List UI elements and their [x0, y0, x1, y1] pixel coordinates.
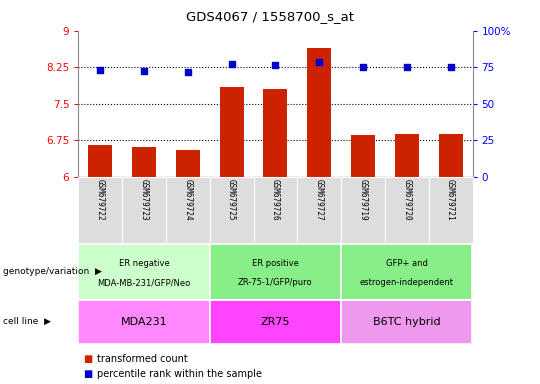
Text: ■: ■: [84, 354, 96, 364]
Bar: [220, 87, 244, 177]
Text: MDA-MB-231/GFP/Neo: MDA-MB-231/GFP/Neo: [97, 278, 191, 287]
Text: genotype/variation  ▶: genotype/variation ▶: [3, 267, 102, 276]
Text: GSM679721: GSM679721: [446, 179, 455, 220]
Text: ZR-75-1/GFP/puro: ZR-75-1/GFP/puro: [238, 278, 313, 287]
Text: GSM679727: GSM679727: [315, 179, 323, 220]
Text: cell line  ▶: cell line ▶: [3, 317, 51, 326]
Bar: [307, 48, 331, 177]
Text: ER negative: ER negative: [119, 260, 170, 268]
Text: B6TC hybrid: B6TC hybrid: [373, 316, 441, 327]
Bar: [88, 145, 112, 177]
Text: GSM679724: GSM679724: [183, 179, 192, 220]
Text: percentile rank within the sample: percentile rank within the sample: [97, 369, 262, 379]
Text: GSM679723: GSM679723: [139, 179, 148, 220]
Point: [402, 64, 411, 70]
Text: GSM679720: GSM679720: [402, 179, 411, 220]
Point: [271, 62, 280, 68]
Point: [446, 64, 455, 70]
Point: [140, 68, 149, 74]
Text: ER positive: ER positive: [252, 260, 299, 268]
Text: GSM679722: GSM679722: [96, 179, 105, 220]
Text: transformed count: transformed count: [97, 354, 188, 364]
Text: GDS4067 / 1558700_s_at: GDS4067 / 1558700_s_at: [186, 10, 354, 23]
Text: ■: ■: [84, 369, 96, 379]
Text: MDA231: MDA231: [120, 316, 167, 327]
Text: GFP+ and: GFP+ and: [386, 260, 428, 268]
Point: [96, 66, 105, 73]
Point: [315, 59, 323, 65]
Text: estrogen-independent: estrogen-independent: [360, 278, 454, 287]
Text: GSM679725: GSM679725: [227, 179, 236, 220]
Point: [184, 68, 192, 74]
Bar: [132, 147, 156, 177]
Bar: [176, 150, 200, 177]
Text: GSM679726: GSM679726: [271, 179, 280, 220]
Bar: [351, 135, 375, 177]
Point: [227, 61, 236, 67]
Text: ZR75: ZR75: [261, 316, 290, 327]
Bar: [438, 134, 463, 177]
Point: [359, 64, 367, 70]
Text: GSM679719: GSM679719: [359, 179, 368, 220]
Bar: [395, 134, 419, 177]
Bar: [264, 89, 287, 177]
